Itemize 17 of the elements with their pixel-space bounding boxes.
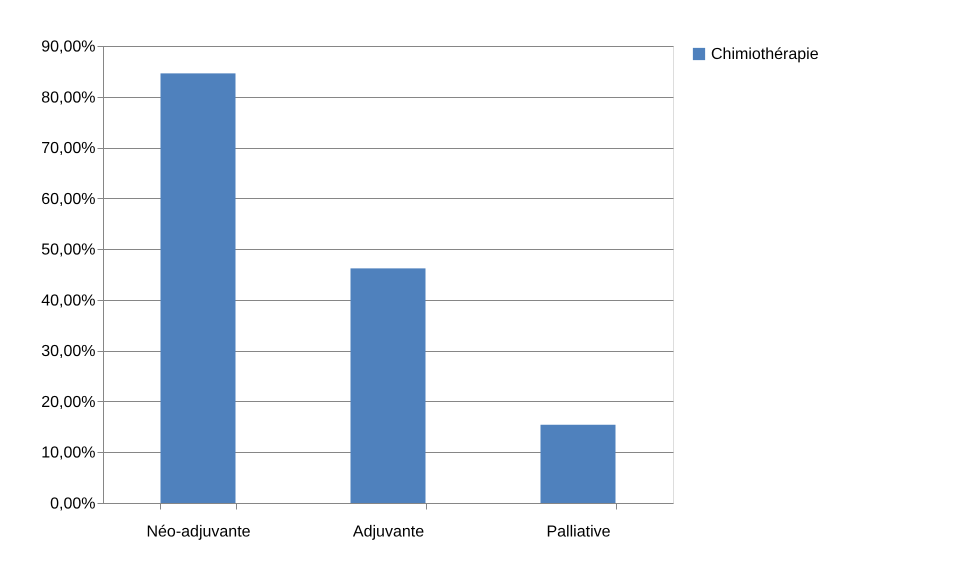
- y-tick-label: 30,00%: [41, 343, 96, 360]
- y-tick-label: 70,00%: [41, 140, 96, 158]
- y-tick-label: 0,00%: [50, 496, 96, 512]
- bar: [350, 268, 426, 503]
- x-tick-label: Néo-adjuvante: [146, 524, 251, 540]
- y-tick-label: 20,00%: [41, 394, 96, 411]
- y-tick-label: 40,00%: [41, 292, 96, 310]
- x-tick-label: Adjuvante: [352, 524, 424, 540]
- y-tick-label: 80,00%: [41, 89, 96, 106]
- y-tick-label: 50,00%: [41, 242, 96, 259]
- y-tick-label: 60,00%: [41, 190, 96, 208]
- bar: [540, 424, 616, 503]
- x-tick-label: Palliative: [546, 524, 611, 540]
- legend-label: Chimiothérapie: [711, 46, 819, 63]
- y-tick-label: 90,00%: [41, 38, 96, 56]
- bar: [160, 73, 236, 503]
- y-tick-label: 10,00%: [41, 444, 96, 462]
